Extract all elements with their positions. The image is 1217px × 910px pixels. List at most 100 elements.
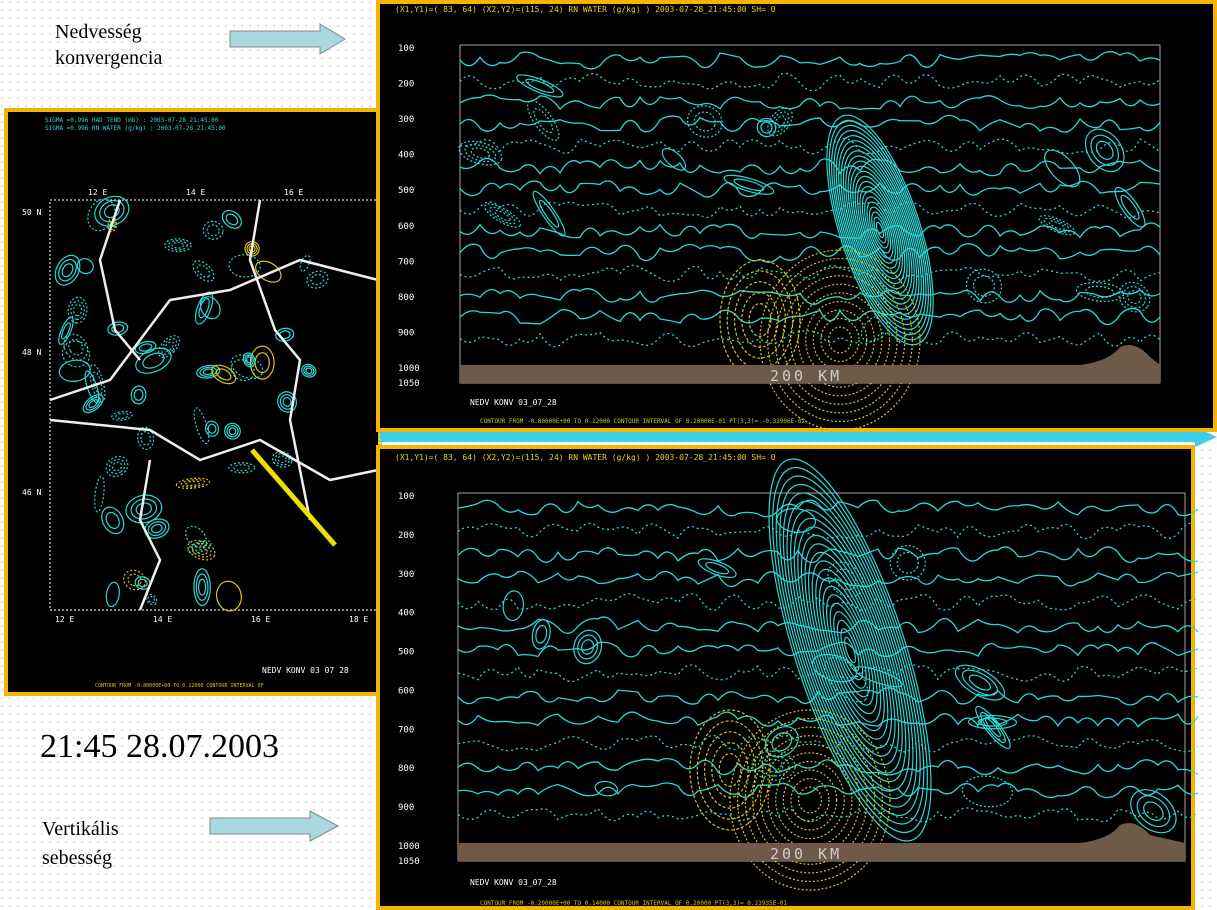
- contour: [489, 206, 516, 225]
- contour: [135, 347, 172, 374]
- contour: [829, 602, 871, 698]
- contour: [774, 266, 906, 414]
- contour: [968, 674, 992, 691]
- contour: [187, 540, 212, 554]
- contour: [1130, 789, 1177, 834]
- contour: [1038, 215, 1076, 236]
- contour: [282, 396, 292, 407]
- contour: [719, 259, 801, 381]
- terrain: [460, 344, 1160, 383]
- contour: [246, 243, 258, 255]
- contour: [833, 611, 867, 689]
- contour: [459, 114, 1161, 133]
- contour: [142, 352, 165, 369]
- contour: [484, 203, 522, 228]
- contour: [693, 111, 716, 132]
- section-panel: [376, 0, 1217, 432]
- contour: [459, 243, 1161, 263]
- contour: [767, 107, 793, 137]
- contour: [797, 292, 883, 388]
- contour: [840, 628, 860, 672]
- contour: [185, 480, 201, 487]
- contour: [838, 140, 922, 320]
- contour: [70, 300, 85, 320]
- contour: [741, 292, 779, 348]
- contour: [303, 365, 315, 376]
- contour: [127, 573, 142, 587]
- contour: [228, 254, 261, 278]
- contour: [790, 777, 830, 823]
- contour: [457, 641, 1199, 658]
- contour: [502, 590, 525, 622]
- contour: [1048, 220, 1066, 230]
- contour: [830, 124, 930, 336]
- contour: [577, 634, 599, 660]
- contour: [772, 466, 928, 834]
- contour: [868, 206, 892, 254]
- contour: [228, 427, 237, 436]
- contour: [873, 216, 887, 244]
- contour: [824, 656, 869, 703]
- contour: [76, 258, 94, 275]
- contour: [67, 296, 88, 324]
- contour: [459, 201, 1161, 219]
- contour: [457, 522, 1199, 540]
- pressure-label: 200: [398, 80, 414, 90]
- contour: [775, 760, 845, 840]
- map-panel: [4, 108, 382, 696]
- contour: [130, 498, 158, 520]
- contour: [457, 546, 1199, 564]
- contour: [1118, 281, 1151, 313]
- contour: [277, 455, 287, 464]
- contour: [137, 578, 148, 588]
- contour: [457, 807, 1199, 823]
- contour: [224, 422, 241, 440]
- label: Vertikális: [42, 818, 119, 840]
- contour: [733, 178, 765, 192]
- contour: [115, 412, 129, 420]
- contour: [459, 330, 1161, 348]
- lon-label: 12 E: [88, 188, 107, 197]
- pressure-label: 800: [398, 293, 414, 303]
- contour: [459, 157, 1161, 177]
- contour: [961, 775, 1013, 808]
- contour: [459, 94, 1161, 111]
- contour: [573, 629, 603, 665]
- contour: [130, 385, 147, 405]
- lat-label: 50 N: [22, 208, 41, 217]
- contour: [134, 340, 157, 355]
- pressure-label: 300: [398, 570, 414, 580]
- contour: [800, 534, 900, 766]
- contour: [305, 367, 313, 375]
- pressure-label: 900: [398, 328, 414, 338]
- arrow: [229, 23, 346, 55]
- contour: [191, 542, 212, 558]
- contour: [63, 333, 89, 361]
- pressure-label: 300: [398, 115, 414, 125]
- contour: [255, 260, 282, 283]
- contour: [826, 114, 934, 346]
- contour: [196, 364, 221, 379]
- lat-label: 48 N: [22, 348, 41, 357]
- contour: [815, 568, 885, 732]
- contour: [1043, 217, 1071, 233]
- contour: [228, 462, 256, 474]
- contour: [531, 619, 551, 650]
- contour: [1044, 149, 1081, 188]
- contour: [68, 338, 84, 356]
- contour: [763, 758, 784, 773]
- contour: [1122, 286, 1146, 309]
- contour: [187, 539, 216, 561]
- contour: [310, 273, 325, 286]
- sections: (X1,Y1)=( 83, 64) (X2,Y2)=(115, 24) RN W…: [395, 5, 1199, 907]
- contour: [459, 51, 1161, 70]
- contour: [689, 709, 771, 831]
- contour: [975, 705, 1011, 750]
- contour: [889, 544, 926, 581]
- contour: [458, 140, 503, 166]
- contour: [138, 343, 153, 352]
- contour: [157, 335, 181, 358]
- contour: [764, 726, 799, 758]
